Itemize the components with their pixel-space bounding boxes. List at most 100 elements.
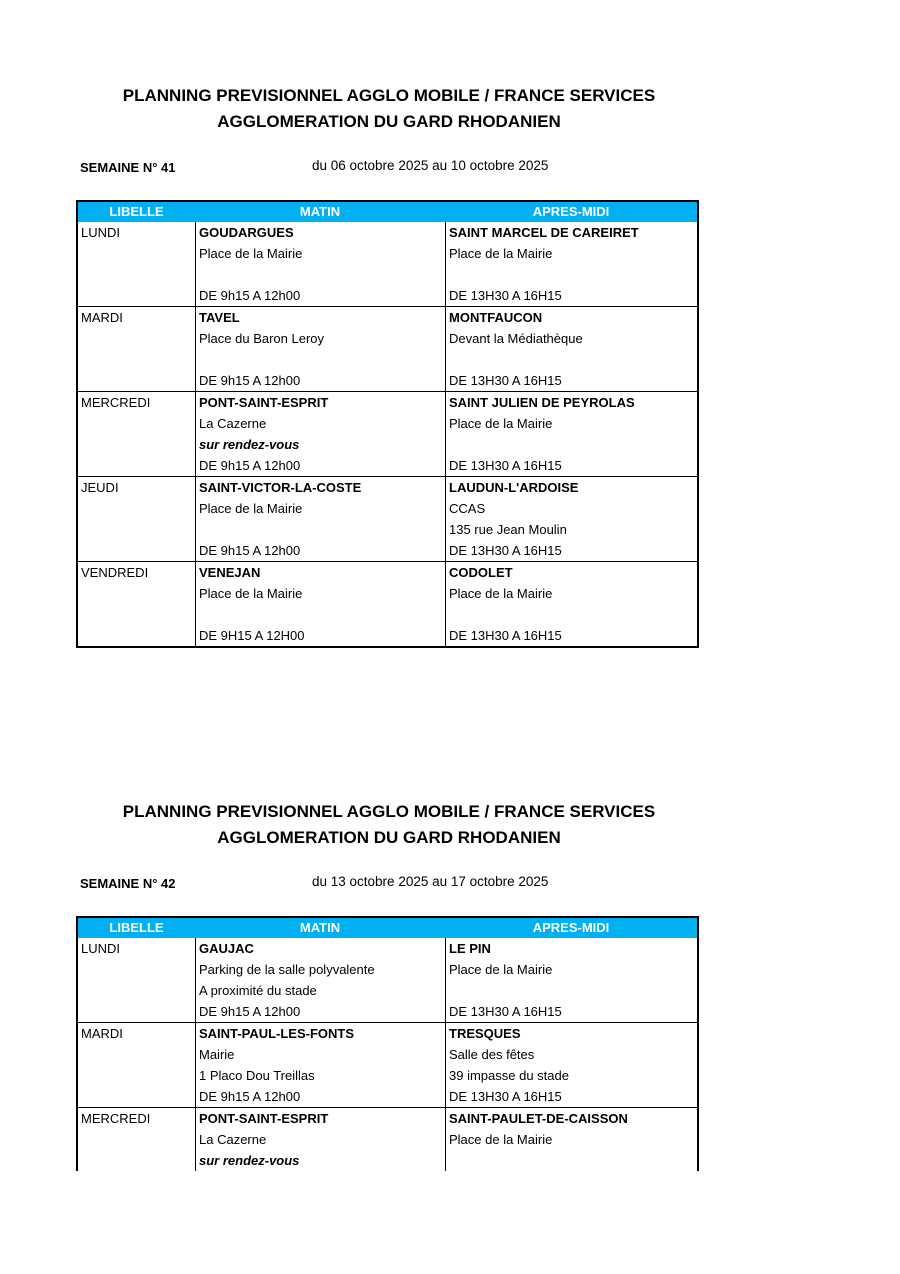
day-cell: MERCREDI	[78, 1108, 195, 1171]
table-row: MERCREDI PONT-SAINT-ESPRIT La Cazerne sur r…	[78, 1107, 697, 1171]
morning-cell: VENEJAN Place de la Mairie DE 9H15 A 12H00	[195, 562, 445, 646]
document-subtitle: AGGLOMERATION DU GARD RHODANIEN	[217, 828, 561, 847]
location-detail: La Cazerne	[199, 1132, 267, 1147]
schedule-table: LIBELLE MATIN APRES-MIDI LUNDI GAUJAC Parking…	[76, 916, 699, 1171]
header-apres-midi: APRES-MIDI	[532, 204, 610, 219]
location-detail: 135 rue Jean Moulin	[449, 522, 567, 537]
afternoon-cell: LE PIN Place de la Mairie DE 13H30 A 16H15	[445, 938, 697, 1022]
day-label: MARDI	[81, 310, 123, 325]
location-detail: La Cazerne	[199, 416, 267, 431]
location-name: SAINT-VICTOR-LA-COSTE	[199, 480, 362, 495]
table-row: MARDI TAVEL Place du Baron Leroy DE 9h15 A …	[78, 306, 697, 391]
location-name: PONT-SAINT-ESPRIT	[199, 1111, 329, 1126]
day-label: MERCREDI	[81, 1111, 151, 1126]
morning-cell: PONT-SAINT-ESPRIT La Cazerne sur rendez-vo…	[195, 1108, 445, 1171]
location-name: CODOLET	[449, 565, 513, 580]
location-detail: Place de la Mairie	[199, 501, 303, 516]
location-name: PONT-SAINT-ESPRIT	[199, 395, 329, 410]
afternoon-cell: SAINT JULIEN DE PEYROLAS Place de la Mair…	[445, 392, 697, 476]
day-label: MARDI	[81, 1026, 123, 1041]
location-detail	[199, 519, 445, 540]
location-detail: 39 impasse du stade	[449, 1068, 569, 1083]
location-detail	[199, 604, 445, 625]
location-name: GAUJAC	[199, 941, 254, 956]
time-slot: DE 9h15 A 12h00	[199, 288, 301, 303]
day-cell: JEUDI	[78, 477, 195, 561]
location-detail: Place de la Mairie	[449, 586, 553, 601]
location-detail: Parking de la salle polyvalente	[199, 962, 375, 977]
header-apres-midi: APRES-MIDI	[532, 920, 610, 935]
table-row: JEUDI SAINT-VICTOR-LA-COSTE Place de la Ma…	[78, 476, 697, 561]
location-name: SAINT-PAUL-LES-FONTS	[199, 1026, 355, 1041]
table-row: LUNDI GOUDARGUES Place de la Mairie DE 9h15…	[78, 222, 697, 306]
time-slot: DE 13H30 A 16H15	[449, 288, 562, 303]
table-body: LUNDI GAUJAC Parking de la salle polyvalen…	[78, 938, 697, 1171]
date-range: du 13 octobre 2025 au 17 octobre 2025	[312, 874, 549, 889]
afternoon-cell: MONTFAUCON Devant la Médiathèque DE 13H30 …	[445, 307, 697, 391]
day-cell: LUNDI	[78, 222, 195, 306]
afternoon-cell: TRESQUES Salle des fêtes 39 impasse du sta…	[445, 1023, 697, 1107]
location-name: MONTFAUCON	[449, 310, 543, 325]
table-body: LUNDI GOUDARGUES Place de la Mairie DE 9h15…	[78, 222, 697, 646]
location-detail: Place de la Mairie	[449, 416, 553, 431]
location-name: SAINT JULIEN DE PEYROLAS	[449, 395, 635, 410]
morning-cell: SAINT-VICTOR-LA-COSTE Place de la Mairie D…	[195, 477, 445, 561]
location-name: VENEJAN	[199, 565, 261, 580]
afternoon-cell: SAINT-PAULET-DE-CAISSON Place de la Mairi…	[445, 1108, 697, 1171]
appointment-note: sur rendez-vous	[199, 437, 300, 452]
day-cell: MARDI	[78, 1023, 195, 1107]
date-range: du 06 octobre 2025 au 10 octobre 2025	[312, 158, 549, 173]
time-slot: DE 9h15 A 12h00	[199, 543, 301, 558]
table-header: LIBELLE MATIN APRES-MIDI	[78, 202, 697, 222]
location-detail	[449, 1150, 697, 1171]
location-name: LE PIN	[449, 941, 491, 956]
location-detail: Devant la Médiathèque	[449, 331, 583, 346]
time-slot: DE 9H15 A 12H00	[199, 628, 305, 643]
morning-cell: GOUDARGUES Place de la Mairie DE 9h15 A 12…	[195, 222, 445, 306]
location-detail: Place de la Mairie	[449, 962, 553, 977]
morning-cell: GAUJAC Parking de la salle polyvalente A p…	[195, 938, 445, 1022]
day-cell: MARDI	[78, 307, 195, 391]
table-row: MARDI SAINT-PAUL-LES-FONTS Mairie 1 Placo D…	[78, 1022, 697, 1107]
time-slot: DE 9h15 A 12h00	[199, 373, 301, 388]
time-slot: DE 9h15 A 12h00	[199, 1089, 301, 1104]
table-row: MERCREDI PONT-SAINT-ESPRIT La Cazerne sur r…	[78, 391, 697, 476]
location-detail	[199, 349, 445, 370]
location-detail	[449, 349, 697, 370]
location-name: LAUDUN-L'ARDOISE	[449, 480, 579, 495]
location-detail: Mairie	[199, 1047, 235, 1062]
time-slot: DE 13H30 A 16H15	[449, 1089, 562, 1104]
table-row: VENDREDI VENEJAN Place de la Mairie DE 9H15…	[78, 561, 697, 646]
location-detail: Place de la Mairie	[199, 586, 303, 601]
location-detail: Salle des fêtes	[449, 1047, 535, 1062]
location-name: SAINT-PAULET-DE-CAISSON	[449, 1111, 628, 1126]
location-detail: 1 Placo Dou Treillas	[199, 1068, 315, 1083]
day-cell: VENDREDI	[78, 562, 195, 646]
location-detail	[449, 980, 697, 1001]
day-cell: LUNDI	[78, 938, 195, 1022]
location-detail: CCAS	[449, 501, 486, 516]
location-name: SAINT MARCEL DE CAREIRET	[449, 225, 639, 240]
location-name: TAVEL	[199, 310, 240, 325]
time-slot: DE 13H30 A 16H15	[449, 1004, 562, 1019]
location-detail: A proximité du stade	[199, 983, 317, 998]
day-label: MERCREDI	[81, 395, 151, 410]
location-detail	[199, 264, 445, 285]
morning-cell: TAVEL Place du Baron Leroy DE 9h15 A 12h00	[195, 307, 445, 391]
header-libelle: LIBELLE	[109, 920, 164, 935]
day-label: LUNDI	[81, 225, 121, 240]
schedule-table: LIBELLE MATIN APRES-MIDI LUNDI GOUDARGUES Pla…	[76, 200, 699, 648]
time-slot: DE 13H30 A 16H15	[449, 543, 562, 558]
location-detail: Place du Baron Leroy	[199, 331, 325, 346]
location-detail: Place de la Mairie	[449, 1132, 553, 1147]
day-label: VENDREDI	[81, 565, 149, 580]
morning-cell: SAINT-PAUL-LES-FONTS Mairie 1 Placo Dou Tr…	[195, 1023, 445, 1107]
time-slot: DE 13H30 A 16H15	[449, 458, 562, 473]
day-cell: MERCREDI	[78, 392, 195, 476]
time-slot: DE 13H30 A 16H15	[449, 628, 562, 643]
time-slot: DE 9h15 A 12h00	[199, 1004, 301, 1019]
day-label: JEUDI	[81, 480, 119, 495]
location-name: GOUDARGUES	[199, 225, 294, 240]
week-number: SEMAINE N° 41	[80, 160, 176, 175]
